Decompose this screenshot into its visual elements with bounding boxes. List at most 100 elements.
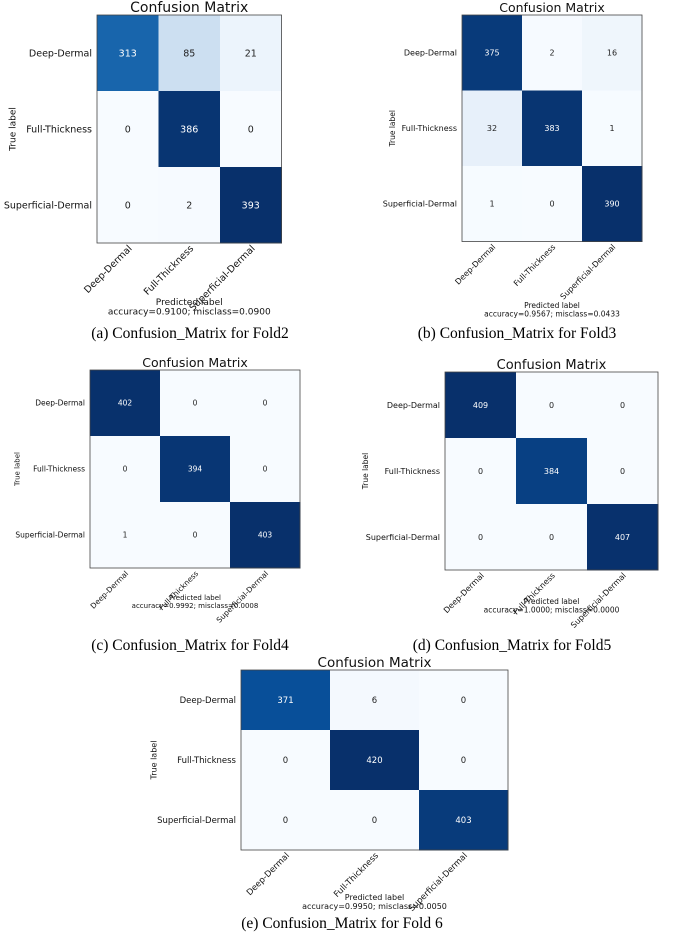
figure-caption: (c) Confusion_Matrix for Fold4 [91, 637, 289, 654]
heatmap-cell [241, 790, 331, 851]
heatmap-cell [419, 790, 509, 851]
cell-value: 0 [461, 756, 466, 766]
cell-value: 2 [549, 49, 554, 58]
heatmap-cell [230, 436, 301, 503]
heatmap-cell [445, 372, 517, 439]
confusion-matrix-fold4: Confusion Matrix 402 0 0 0 394 0 1 0 403 Deep-Derm… [14, 355, 301, 654]
cell-value: 16 [607, 49, 617, 58]
heatmap-cell [330, 730, 420, 791]
accuracy-stats: accuracy=1.0000; misclass=0.0000 [484, 606, 620, 615]
cell-value: 0 [549, 200, 554, 209]
cell-value: 0 [248, 124, 254, 135]
heatmap-cell [330, 670, 420, 731]
heatmap-cell [582, 15, 643, 91]
x-tick-label: Superficial-Dermal [215, 569, 271, 625]
cell-value: 394 [188, 465, 203, 474]
cell-value: 390 [604, 200, 619, 209]
heatmap-cell [97, 91, 159, 168]
cell-value: 1 [489, 200, 494, 209]
chart-title: Confusion Matrix [497, 358, 607, 373]
heatmap-cell [220, 15, 282, 92]
x-tick-label: Superficial-Dermal [559, 243, 618, 302]
heatmap-cell [241, 730, 331, 791]
heatmap-cell [522, 166, 583, 242]
heatmap-cell [445, 504, 517, 571]
cell-value: 0 [549, 533, 554, 542]
heatmap-cell [445, 438, 517, 505]
cell-value: 371 [277, 696, 293, 706]
heatmap-cell [522, 90, 583, 167]
x-tick-label: Deep-Dermal [442, 571, 486, 615]
heatmap-cell [97, 15, 159, 92]
cell-value: 0 [549, 401, 554, 410]
cell-value: 0 [283, 816, 288, 826]
y-tick-label: Deep-Dermal [404, 49, 457, 58]
y-tick-label: Deep-Dermal [35, 399, 85, 408]
cell-value: 1 [609, 124, 614, 133]
heatmap-cell [241, 670, 331, 731]
x-tick-label: Full-Thickness [512, 243, 558, 289]
plot-frame [240, 669, 509, 851]
heatmap-cell [158, 167, 221, 244]
y-tick-label: Full-Thickness [402, 124, 457, 133]
chart-title: Confusion Matrix [318, 655, 432, 671]
cell-value: 375 [484, 49, 499, 58]
figure-caption: (d) Confusion_Matrix for Fold5 [413, 637, 612, 654]
heatmap-cell [582, 166, 643, 242]
cell-value: 32 [487, 124, 497, 133]
heatmap-cell [330, 790, 420, 851]
x-tick-label: Deep-Dermal [245, 851, 292, 898]
heatmap-cell [582, 90, 643, 167]
heatmap-cell [90, 436, 161, 503]
confusion-matrix-fold5: Confusion Matrix 409 0 0 0 384 0 0 0 407 Deep-Derm… [361, 358, 659, 654]
x-tick-label: Deep-Dermal [89, 569, 131, 611]
confusion-matrix-fold6: Confusion Matrix 371 6 0 0 420 0 0 0 403 Deep-Derm… [150, 655, 509, 932]
figure-caption: (a) Confusion_Matrix for Fold2 [91, 325, 289, 342]
confusion-matrix-fold2: Confusion Matrix 313 85 21 0 386 0 0 2 393 Deep-De… [4, 0, 289, 342]
y-axis-label: True label [14, 452, 22, 487]
cell-value: 386 [180, 124, 198, 135]
y-tick-label: Superficial-Dermal [15, 531, 85, 540]
cell-value: 393 [242, 200, 260, 211]
cell-value: 1 [123, 531, 128, 540]
heatmap-cell [220, 167, 282, 244]
cell-value: 313 [119, 48, 137, 59]
cell-value: 0 [263, 399, 268, 408]
plot-frame [96, 14, 282, 244]
cell-value: 402 [118, 399, 133, 408]
cell-value: 21 [245, 48, 257, 59]
x-tick-label: Deep-Dermal [453, 243, 497, 287]
heatmap-cell [419, 670, 509, 731]
x-tick-label: Deep-Dermal [82, 243, 134, 295]
cell-value: 409 [473, 401, 488, 410]
y-axis-label: True label [150, 741, 159, 781]
cell-value: 384 [544, 467, 559, 476]
cell-value: 420 [366, 756, 382, 766]
plot-frame [89, 369, 301, 569]
heatmap-cell [516, 438, 588, 505]
y-tick-label: Full-Thickness [385, 467, 440, 476]
chart-title: Confusion Matrix [499, 0, 605, 15]
heatmap-cell [462, 90, 523, 167]
y-tick-label: Deep-Dermal [29, 48, 92, 59]
cell-value: 0 [283, 756, 288, 766]
heatmap-cell [587, 438, 659, 505]
heatmap-cell [522, 15, 583, 91]
confusion-matrix-fold3: Confusion Matrix 375 2 16 32 383 1 1 0 390 Deep-De… [383, 0, 643, 342]
cell-value: 0 [125, 200, 131, 211]
heatmap-cell [158, 15, 221, 92]
cell-value: 2 [186, 200, 192, 211]
x-axis-label: Predicted label [169, 594, 221, 602]
heatmap-cell [230, 502, 301, 569]
heatmap-cell [97, 167, 159, 244]
y-axis-label: True label [388, 110, 397, 147]
cell-value: 0 [123, 465, 128, 474]
heatmap-cell [160, 436, 231, 503]
cell-value: 0 [478, 533, 483, 542]
y-tick-label: Deep-Dermal [387, 401, 440, 410]
chart-title: Confusion Matrix [142, 355, 248, 370]
accuracy-stats: accuracy=0.9100; misclass=0.0900 [108, 308, 271, 318]
y-axis-label: True label [361, 453, 370, 490]
heatmap-cell [220, 91, 282, 168]
